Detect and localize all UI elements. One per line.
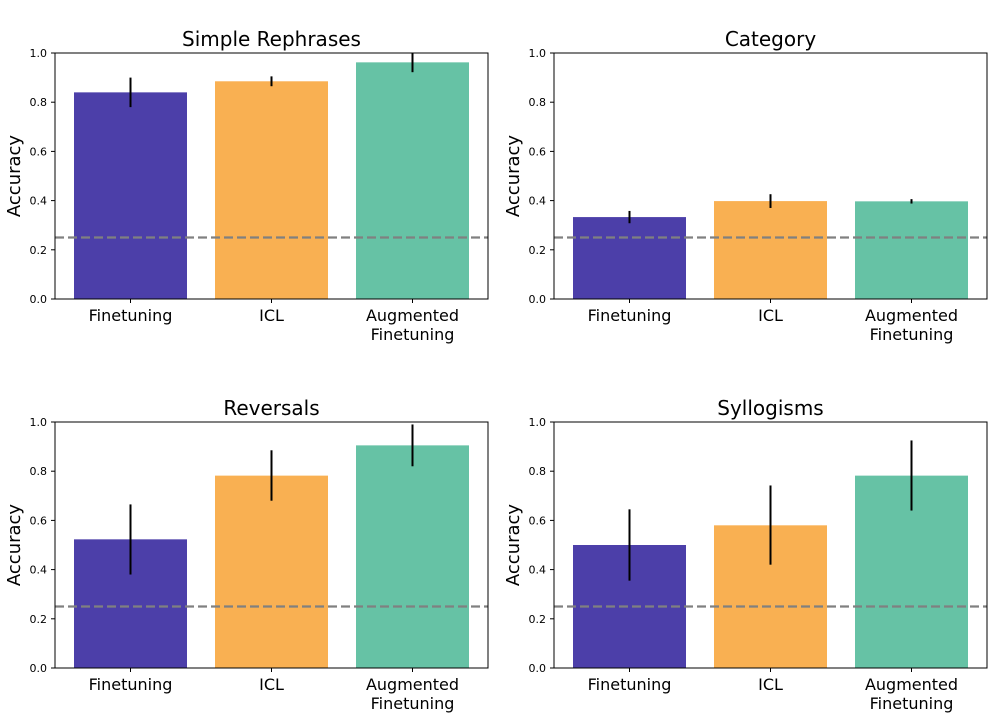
y-tick-label: 0.4: [529, 564, 547, 577]
plot-frame: [54, 52, 489, 300]
subplot-title: Reversals: [223, 396, 319, 420]
y-tick-label: 0.8: [30, 96, 48, 109]
subplot-3: Reversals Accuracy 0.0 0.2 0.4 0.6 0.8 1.0 Fin…: [4, 396, 489, 713]
x-tick-label-line: Augmented: [366, 675, 459, 694]
y-tick-label: 0.8: [30, 465, 48, 478]
y-tick-label: 0.0: [529, 293, 547, 306]
y-tick-label: 0.2: [30, 244, 48, 257]
x-tick-label-line: Finetuning: [371, 325, 455, 344]
bar-finetuning: [573, 217, 686, 299]
x-tick-label: ICL: [758, 306, 783, 325]
bar-augmented-finetuning: [356, 62, 469, 300]
x-tick-label-line: Augmented: [865, 675, 958, 694]
y-tick-label: 0.4: [30, 564, 48, 577]
x-tick-label: ICL: [259, 675, 284, 694]
subplot-2: Category Accuracy 0.0 0.2 0.4 0.6 0.8 1.0 Fine…: [503, 27, 988, 344]
y-tick-label: 1.0: [529, 416, 547, 429]
y-tick-label: 0.8: [529, 465, 547, 478]
plot-frame: [553, 52, 988, 300]
x-tick-label-line: Finetuning: [89, 675, 173, 694]
x-tick-label: Augmented Finetuning: [865, 306, 958, 344]
x-tick-label-line: ICL: [758, 675, 783, 694]
x-tick-label: Finetuning: [588, 675, 672, 694]
y-axis-label: Accuracy: [4, 504, 25, 587]
y-tick-label: 1.0: [30, 47, 48, 60]
plot-frame: [54, 421, 489, 669]
y-axis-label: Accuracy: [503, 504, 524, 587]
subplot-title: Simple Rephrases: [182, 27, 361, 51]
y-axis-label: Accuracy: [4, 135, 25, 218]
bar-augmented-finetuning: [356, 445, 469, 668]
bar-icl: [215, 81, 328, 299]
bar-finetuning: [74, 92, 187, 299]
x-tick-label: Augmented Finetuning: [865, 675, 958, 713]
y-tick-label: 1.0: [30, 416, 48, 429]
y-tick-label: 0.6: [30, 145, 48, 158]
x-tick-label-line: Finetuning: [588, 306, 672, 325]
y-tick-label: 0.2: [529, 613, 547, 626]
x-tick-label-line: Finetuning: [870, 694, 954, 713]
y-tick-label: 0.0: [30, 662, 48, 675]
y-tick-label: 1.0: [529, 47, 547, 60]
bar-icl: [215, 475, 328, 668]
y-tick-label: 0.4: [30, 195, 48, 208]
bar-augmented-finetuning: [855, 201, 968, 299]
y-axis-label: Accuracy: [503, 135, 524, 218]
x-tick-label-line: Augmented: [865, 306, 958, 325]
x-tick-label-line: ICL: [758, 306, 783, 325]
x-tick-label: Finetuning: [89, 675, 173, 694]
x-tick-label-line: ICL: [259, 675, 284, 694]
subplot-title: Syllogisms: [717, 396, 823, 420]
y-tick-label: 0.2: [529, 244, 547, 257]
x-tick-label: Augmented Finetuning: [366, 306, 459, 344]
x-tick-label-line: Finetuning: [870, 325, 954, 344]
x-tick-label-line: ICL: [259, 306, 284, 325]
x-tick-label: ICL: [259, 306, 284, 325]
x-tick-label: Augmented Finetuning: [366, 675, 459, 713]
subplot-title: Category: [725, 27, 817, 51]
y-tick-label: 0.6: [529, 145, 547, 158]
subplot-1: Simple Rephrases Accuracy 0.0 0.2 0.4 0.6 0.…: [4, 27, 489, 344]
y-tick-label: 0.0: [529, 662, 547, 675]
y-tick-label: 0.6: [529, 514, 547, 527]
y-tick-label: 0.2: [30, 613, 48, 626]
x-tick-label: Finetuning: [588, 306, 672, 325]
bar-icl: [714, 201, 827, 299]
x-tick-label-line: Finetuning: [588, 675, 672, 694]
y-tick-label: 0.4: [529, 195, 547, 208]
y-tick-label: 0.8: [529, 96, 547, 109]
plot-frame: [553, 421, 988, 669]
y-tick-label: 0.0: [30, 293, 48, 306]
subplot-4: Syllogisms Accuracy 0.0 0.2 0.4 0.6 0.8 1.0 Fi…: [503, 396, 988, 713]
x-tick-label: Finetuning: [89, 306, 173, 325]
x-tick-label-line: Finetuning: [89, 306, 173, 325]
y-tick-label: 0.6: [30, 514, 48, 527]
x-tick-label-line: Finetuning: [371, 694, 455, 713]
x-tick-label-line: Augmented: [366, 306, 459, 325]
x-tick-label: ICL: [758, 675, 783, 694]
